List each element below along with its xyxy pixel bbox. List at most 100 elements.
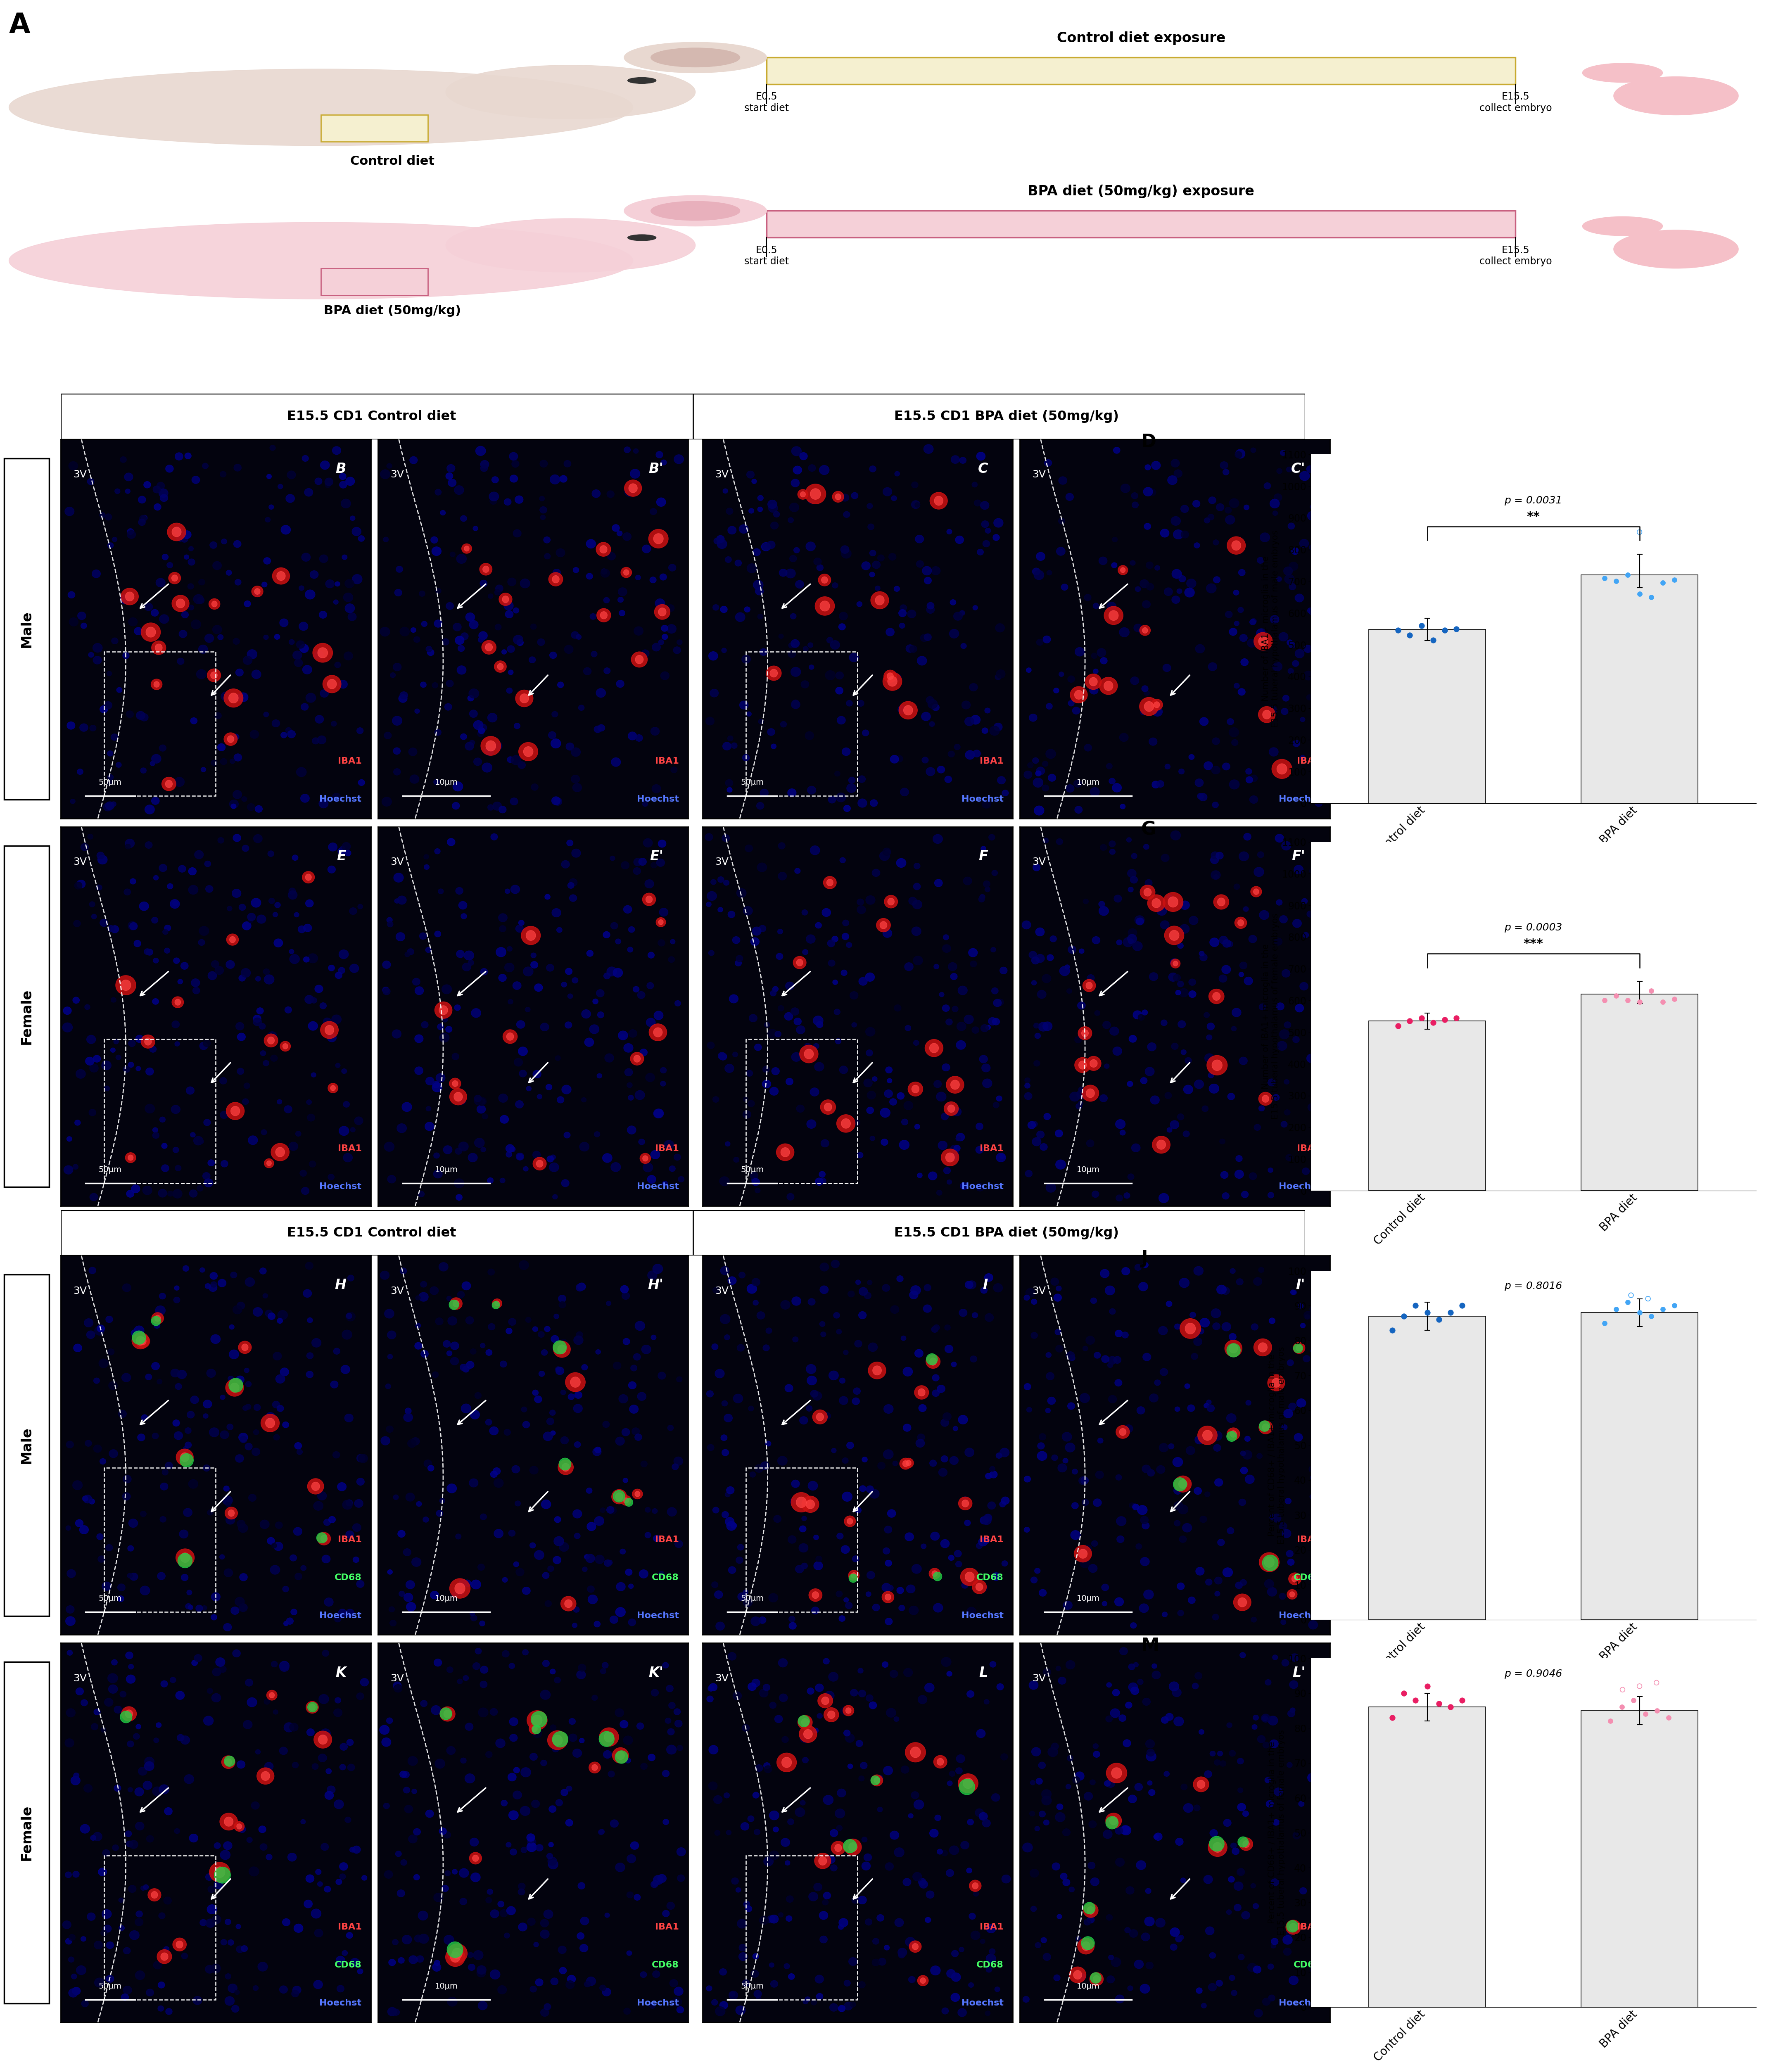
Ellipse shape [1125,1426,1132,1432]
Ellipse shape [273,1401,280,1409]
Ellipse shape [1175,1407,1180,1411]
Ellipse shape [1309,1620,1318,1629]
Ellipse shape [1207,1055,1227,1075]
Ellipse shape [478,1707,489,1718]
Ellipse shape [1262,1743,1269,1749]
Ellipse shape [127,530,136,539]
Ellipse shape [1221,1171,1228,1179]
Ellipse shape [1202,1430,1212,1440]
Ellipse shape [487,1890,492,1894]
Ellipse shape [185,454,191,458]
Ellipse shape [1070,686,1088,702]
Ellipse shape [1225,1341,1243,1357]
Ellipse shape [551,1432,556,1436]
Ellipse shape [867,1280,872,1285]
Ellipse shape [838,1616,845,1622]
Ellipse shape [1032,758,1039,762]
Ellipse shape [1234,1171,1243,1179]
Ellipse shape [474,1096,481,1102]
Ellipse shape [323,1017,332,1026]
Ellipse shape [91,1836,96,1840]
Ellipse shape [727,1276,736,1285]
Ellipse shape [777,1753,797,1772]
Ellipse shape [226,961,235,968]
Ellipse shape [123,1985,132,1993]
Ellipse shape [1116,1196,1123,1202]
Ellipse shape [1159,1326,1168,1334]
Ellipse shape [956,1560,961,1566]
Ellipse shape [96,1324,105,1332]
Ellipse shape [1232,740,1237,746]
Ellipse shape [234,464,241,470]
Ellipse shape [1154,702,1159,709]
Ellipse shape [626,1950,631,1956]
Ellipse shape [770,1981,777,1987]
Ellipse shape [273,719,280,727]
Ellipse shape [838,1925,843,1929]
Ellipse shape [521,926,540,945]
Ellipse shape [446,64,695,118]
Ellipse shape [1032,568,1039,576]
Ellipse shape [777,928,783,934]
Text: Male: Male [20,611,34,646]
Ellipse shape [1145,889,1152,897]
Ellipse shape [1173,470,1182,477]
Ellipse shape [726,1492,731,1496]
Ellipse shape [820,1322,826,1326]
Ellipse shape [708,1687,713,1691]
Ellipse shape [713,605,719,611]
Ellipse shape [1166,1301,1171,1307]
Ellipse shape [749,508,754,514]
Ellipse shape [897,1276,904,1283]
Ellipse shape [225,733,237,746]
Ellipse shape [786,570,795,578]
Ellipse shape [225,1919,232,1925]
Ellipse shape [795,1807,804,1817]
Ellipse shape [323,1649,328,1656]
Ellipse shape [335,1697,341,1703]
Text: 10μm: 10μm [435,1983,458,1989]
Ellipse shape [448,1484,456,1494]
Ellipse shape [1269,615,1278,624]
Ellipse shape [439,889,444,893]
Ellipse shape [1287,1763,1293,1767]
Ellipse shape [405,1805,414,1813]
Ellipse shape [173,957,180,963]
Ellipse shape [1029,951,1036,959]
Ellipse shape [613,968,622,978]
Ellipse shape [563,460,571,466]
Ellipse shape [1104,1063,1109,1069]
Ellipse shape [134,1734,139,1738]
Ellipse shape [560,1436,569,1444]
Ellipse shape [1095,1011,1100,1015]
Ellipse shape [177,659,184,665]
Ellipse shape [904,1423,911,1432]
Ellipse shape [788,1616,795,1622]
Ellipse shape [638,1571,647,1579]
Ellipse shape [1023,1995,1029,2002]
Ellipse shape [645,1017,656,1028]
Ellipse shape [349,1127,355,1131]
Ellipse shape [528,1711,547,1730]
Ellipse shape [802,910,808,916]
Ellipse shape [613,1490,626,1502]
Ellipse shape [827,1711,834,1718]
Ellipse shape [530,1544,535,1548]
Ellipse shape [510,885,519,893]
Ellipse shape [1027,1407,1032,1413]
Ellipse shape [1043,1668,1050,1676]
Ellipse shape [1091,1973,1102,1983]
Ellipse shape [230,1606,239,1614]
Ellipse shape [228,1939,234,1946]
Ellipse shape [1079,949,1084,953]
Ellipse shape [599,1830,604,1836]
Ellipse shape [260,1844,267,1850]
Ellipse shape [899,700,918,719]
Ellipse shape [1195,779,1204,787]
Ellipse shape [661,634,667,640]
Ellipse shape [797,1104,804,1113]
Ellipse shape [854,1341,861,1347]
Ellipse shape [572,1622,578,1629]
Ellipse shape [1143,487,1152,495]
Ellipse shape [207,1689,212,1693]
